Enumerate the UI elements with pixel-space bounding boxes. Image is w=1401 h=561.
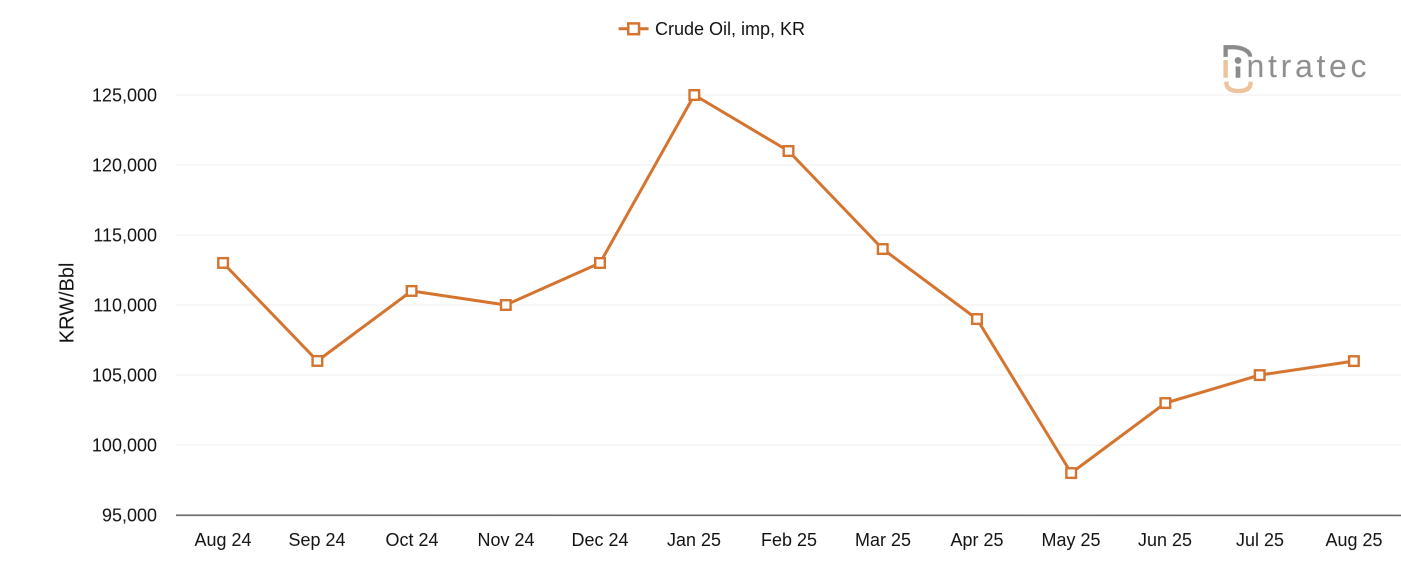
svg-text:Oct 24: Oct 24 xyxy=(385,530,438,550)
svg-text:Mar 25: Mar 25 xyxy=(855,530,911,550)
svg-text:100,000: 100,000 xyxy=(92,435,157,455)
svg-text:Crude Oil, imp, KR: Crude Oil, imp, KR xyxy=(655,19,805,39)
svg-text:Jul 25: Jul 25 xyxy=(1236,530,1284,550)
svg-text:120,000: 120,000 xyxy=(92,155,157,175)
svg-text:Aug 24: Aug 24 xyxy=(194,530,251,550)
svg-text:Dec 24: Dec 24 xyxy=(571,530,628,550)
svg-text:125,000: 125,000 xyxy=(92,85,157,105)
svg-text:Apr 25: Apr 25 xyxy=(950,530,1003,550)
svg-text:110,000: 110,000 xyxy=(93,295,157,315)
svg-text:Sep 24: Sep 24 xyxy=(288,530,345,550)
svg-text:Jun 25: Jun 25 xyxy=(1138,530,1192,550)
svg-text:ntratec: ntratec xyxy=(1247,48,1371,84)
svg-text:95,000: 95,000 xyxy=(102,505,157,525)
svg-text:Nov 24: Nov 24 xyxy=(477,530,534,550)
svg-text:Jan 25: Jan 25 xyxy=(667,530,721,550)
svg-text:Feb 25: Feb 25 xyxy=(761,530,817,550)
svg-text:115,000: 115,000 xyxy=(93,225,157,245)
svg-text:105,000: 105,000 xyxy=(92,365,157,385)
svg-text:Aug 25: Aug 25 xyxy=(1325,530,1382,550)
svg-text:May 25: May 25 xyxy=(1041,530,1100,550)
svg-text:KRW/Bbl: KRW/Bbl xyxy=(56,263,78,344)
